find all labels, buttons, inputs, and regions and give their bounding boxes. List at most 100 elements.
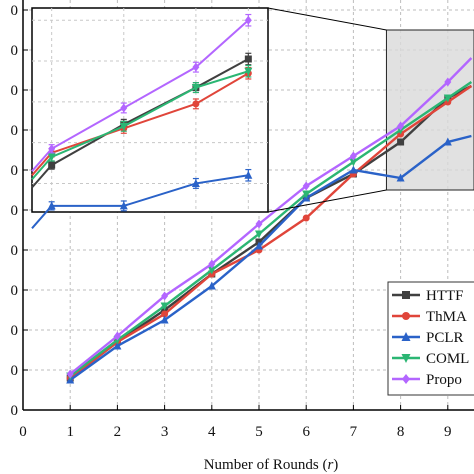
data-point-triangle — [160, 315, 169, 324]
series-line — [69, 85, 473, 379]
legend-item-pclr: PCLR — [392, 330, 464, 346]
data-point-triangle — [396, 173, 405, 182]
legend-label: Propo — [426, 372, 462, 388]
x-axis-label: Number of Rounds (r) — [204, 457, 339, 473]
data-point-diamond — [208, 259, 216, 269]
series-propo — [66, 57, 473, 379]
data-point-triangle-down — [47, 153, 56, 162]
x-axis-label-variable: r — [327, 457, 333, 473]
data-point-square — [244, 55, 252, 63]
connector-line-top — [267, 7, 387, 31]
plot-axes — [22, 0, 474, 411]
data-point-diamond — [161, 291, 169, 301]
data-point-triangle — [207, 281, 216, 290]
y-tick-label: 0 — [11, 283, 19, 299]
data-point-circle — [161, 310, 169, 318]
legend-item-coml: COML — [392, 351, 469, 367]
data-point-triangle-down — [349, 158, 358, 167]
data-point-diamond — [397, 121, 405, 131]
y-tick-label: 0 — [11, 243, 19, 259]
data-point-triangle — [244, 170, 253, 179]
series-line — [69, 57, 473, 375]
x-tick-label: 4 — [208, 424, 216, 440]
series-line — [69, 134, 472, 381]
legend-label: COML — [426, 351, 469, 367]
x-axis-label-text: Number of Rounds ( — [204, 457, 328, 473]
data-point-triangle — [119, 201, 128, 210]
x-tick-label: 0 — [19, 424, 27, 440]
data-point-triangle-down — [207, 266, 216, 275]
series-line — [69, 81, 473, 377]
y-tick-label: 0 — [11, 43, 19, 59]
x-tick-label: 9 — [444, 424, 452, 440]
y-tick-label: 0 — [11, 403, 19, 419]
data-point-diamond — [48, 144, 56, 154]
data-point-circle — [402, 312, 410, 320]
data-point-circle — [192, 100, 200, 108]
series-line — [69, 84, 472, 379]
legend-box — [387, 281, 474, 396]
data-point-diamond — [255, 219, 263, 229]
data-point-triangle-down — [191, 84, 200, 93]
data-point-diamond — [113, 331, 121, 341]
legend-item-httf: HTTF — [392, 288, 464, 304]
legend-label: HTTF — [426, 288, 464, 304]
connector-line-bottom — [267, 189, 387, 213]
series-lines — [66, 57, 473, 384]
data-point-triangle — [349, 165, 358, 174]
y-tick-label: 0 — [11, 83, 19, 99]
data-point-triangle — [47, 201, 56, 210]
data-point-triangle-down — [255, 230, 263, 239]
x-tick-label: 8 — [397, 424, 405, 440]
y-tick-label: 0 — [11, 163, 19, 179]
data-point-diamond — [244, 15, 252, 25]
inset-series-pclr — [31, 168, 253, 229]
data-point-square — [397, 138, 405, 146]
inset-series-coml — [31, 64, 253, 181]
y-tick-label: 0 — [11, 363, 19, 379]
legend-label: ThMA — [426, 309, 467, 325]
inset-series-propo — [31, 13, 252, 172]
x-axis-label-close: ) — [333, 457, 338, 473]
series-pclr — [66, 134, 472, 384]
data-point-triangle — [401, 332, 411, 341]
y-tick-label: 0 — [11, 3, 19, 19]
data-point-triangle-down — [443, 94, 452, 103]
data-point-square — [402, 291, 410, 299]
data-point-triangle — [255, 241, 263, 250]
inset-connectors — [267, 7, 387, 213]
x-tick-label: 7 — [350, 424, 358, 440]
data-point-square — [48, 161, 56, 169]
data-point-triangle-down — [302, 190, 311, 199]
data-point-triangle — [443, 137, 452, 146]
x-tick-label: 5 — [255, 424, 263, 440]
y-tick-label: 0 — [11, 323, 19, 339]
x-tick-label: 2 — [114, 424, 122, 440]
inset-plot — [31, 7, 269, 229]
legend-item-propo: Propo — [392, 372, 462, 388]
data-point-diamond — [302, 181, 310, 191]
x-tick-label: 1 — [66, 424, 74, 440]
x-tick-label: 3 — [161, 424, 169, 440]
data-point-diamond — [444, 77, 452, 87]
data-point-circle — [302, 214, 310, 222]
data-point-diamond — [349, 151, 357, 161]
data-point-triangle-down — [244, 67, 253, 76]
data-point-triangle-down — [160, 302, 169, 311]
data-point-triangle — [191, 178, 200, 187]
data-point-triangle-down — [401, 354, 411, 363]
legend: HTTF ThMA PCLR COML Propo — [387, 281, 474, 396]
data-point-diamond — [192, 62, 200, 72]
data-point-triangle — [113, 341, 122, 350]
y-tick-label: 0 — [11, 203, 19, 219]
data-point-diamond — [402, 374, 410, 384]
data-point-diamond — [120, 103, 128, 113]
legend-item-thma: ThMA — [392, 309, 467, 325]
x-tick-label: 6 — [302, 424, 310, 440]
y-tick-label: 0 — [11, 123, 19, 139]
data-point-diamond — [66, 369, 74, 379]
legend-label: PCLR — [426, 330, 464, 346]
data-point-triangle-down — [119, 122, 128, 131]
